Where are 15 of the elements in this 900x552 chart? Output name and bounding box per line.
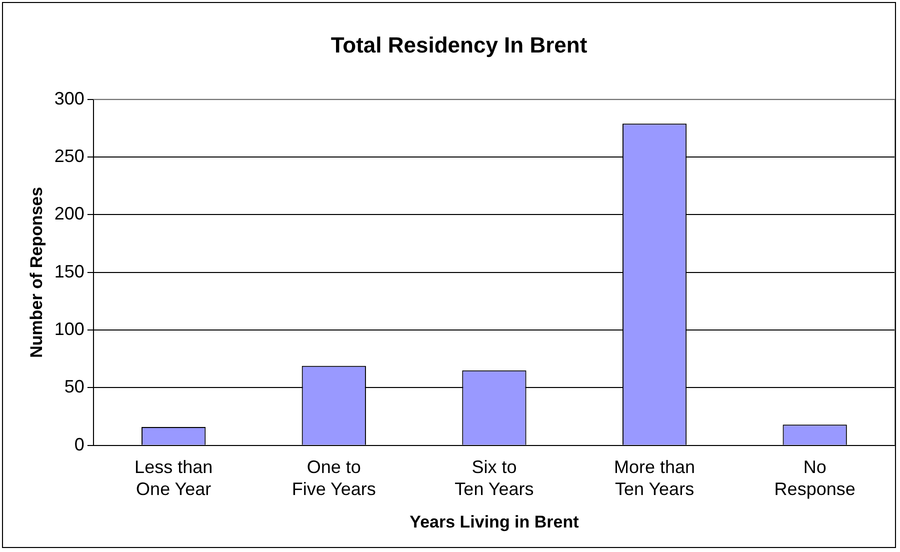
- y-tick-label: 100: [54, 319, 84, 340]
- x-axis-title: Years Living in Brent: [410, 512, 580, 532]
- x-tick-label: Less than One Year: [134, 457, 213, 499]
- x-tick-label: No Response: [774, 457, 856, 499]
- y-axis-title: Number of Reponses: [26, 186, 46, 358]
- y-tick-label: 0: [74, 434, 84, 454]
- y-tick-label: 300: [54, 88, 84, 108]
- x-tick-label: Six to Ten Years: [454, 457, 534, 499]
- y-tick-label: 50: [64, 376, 84, 397]
- chart-title: Total Residency In Brent: [330, 32, 588, 58]
- y-tick-label: 200: [54, 204, 84, 224]
- x-tick-label: More than Ten Years: [614, 457, 696, 499]
- y-tick-label: 150: [54, 261, 84, 282]
- x-tick-label: One to Five Years: [292, 457, 376, 499]
- y-tick-label: 250: [54, 146, 84, 166]
